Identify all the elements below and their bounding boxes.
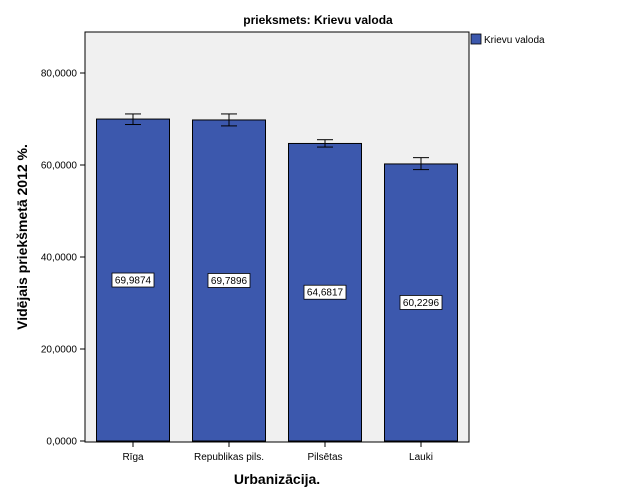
x-axis-label: Urbanizācija. [234,471,320,487]
x-tick-label: Lauki [409,452,433,463]
data-label-box [111,272,155,288]
bars: 69,9874 69,7896 64,6817 60,2296 [96,113,458,442]
x-tick-label: Republikas pils. [194,452,264,463]
data-label: 64,6817 [307,288,344,299]
y-axis-label: Vidējais priekšmetā 2012 %. [14,144,30,330]
legend: Krievu valoda [470,33,545,46]
y-axis: 0,0000 20,0000 40,0000 60,0000 80,0000 [41,69,85,448]
data-label: 60,2296 [403,298,440,309]
data-label-box [207,273,251,288]
x-tick-label: Rīga [122,452,144,463]
y-tick-label: 60,0000 [41,161,78,172]
data-label-box [303,284,347,300]
x-axis: Rīga Republikas pils. Pilsētas Lauki [122,442,433,463]
y-tick-label: 80,0000 [41,69,78,80]
chart-title: prieksmets: Krievu valoda [243,13,393,27]
data-label: 69,7896 [211,276,248,287]
legend-swatch [470,33,482,45]
data-label-box [399,295,443,310]
y-tick-label: 20,0000 [41,345,78,356]
legend-label: Krievu valoda [484,35,545,46]
y-tick-label: 0,0000 [46,437,77,448]
y-tick-label: 40,0000 [41,253,78,264]
x-tick-label: Pilsētas [307,452,342,463]
data-label: 69,9874 [115,276,152,287]
